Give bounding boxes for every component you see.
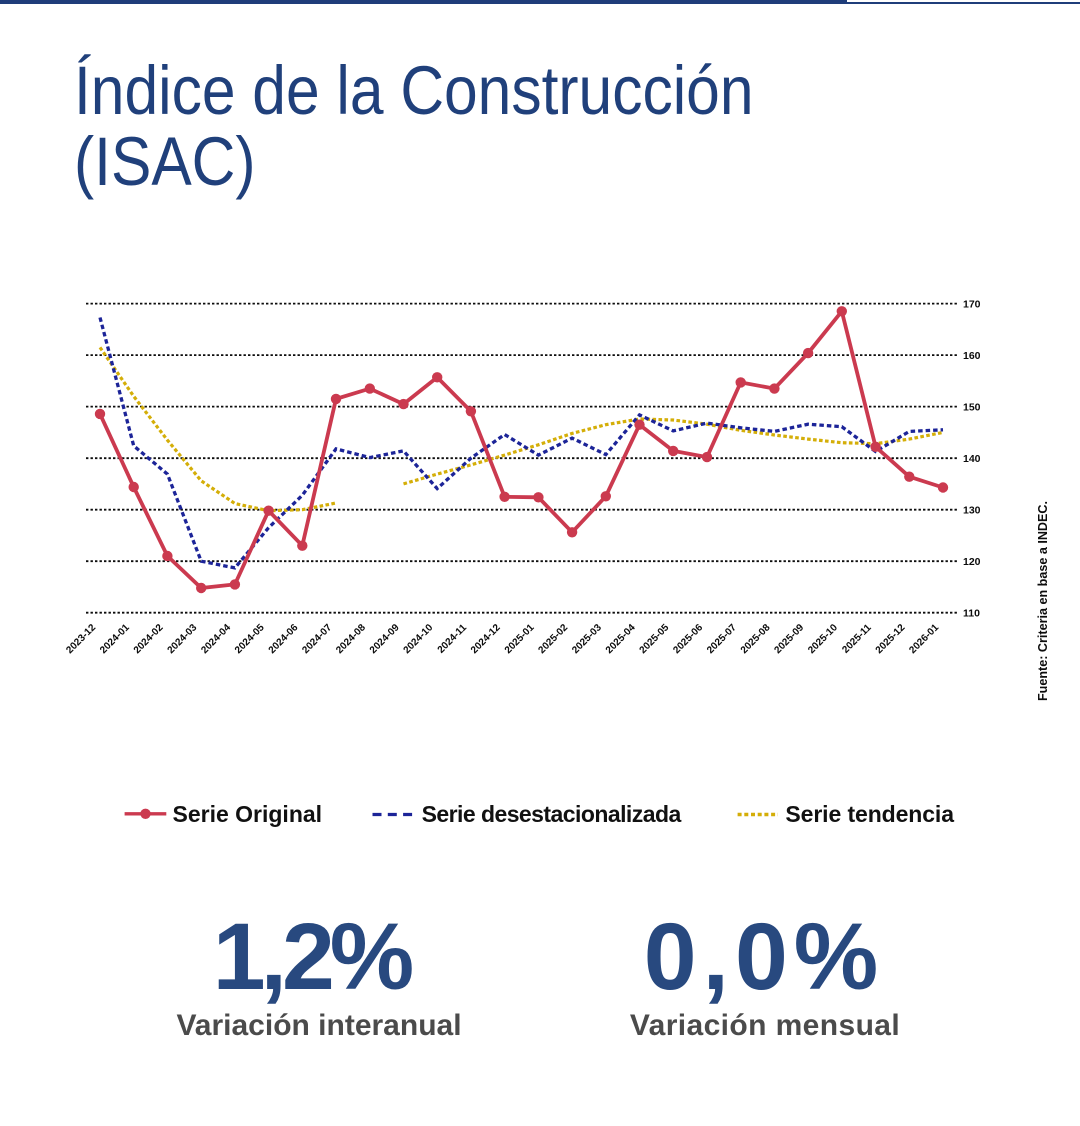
svg-text:2024-06: 2024-06 bbox=[267, 622, 301, 656]
svg-text:2024-02: 2024-02 bbox=[132, 622, 166, 656]
svg-text:2024-07: 2024-07 bbox=[300, 622, 334, 656]
svg-text:2025-09: 2025-09 bbox=[772, 622, 806, 656]
svg-text:2024-05: 2024-05 bbox=[233, 622, 267, 656]
svg-text:120: 120 bbox=[963, 556, 981, 568]
svg-text:140: 140 bbox=[963, 453, 981, 465]
svg-text:2025-02: 2025-02 bbox=[536, 622, 570, 656]
svg-text:2025-06: 2025-06 bbox=[671, 622, 705, 656]
svg-text:160: 160 bbox=[963, 350, 981, 362]
svg-text:2025-01: 2025-01 bbox=[503, 622, 537, 656]
svg-text:2024-09: 2024-09 bbox=[368, 622, 402, 656]
svg-text:170: 170 bbox=[963, 298, 981, 310]
svg-text:2024-01: 2024-01 bbox=[98, 622, 132, 656]
svg-text:2025-12: 2025-12 bbox=[874, 622, 908, 656]
svg-text:2025-11: 2025-11 bbox=[840, 622, 874, 656]
svg-text:2025-03: 2025-03 bbox=[570, 622, 604, 656]
svg-text:2024-04: 2024-04 bbox=[199, 622, 233, 656]
svg-text:2024-08: 2024-08 bbox=[334, 622, 368, 656]
svg-text:2023-12: 2023-12 bbox=[64, 622, 98, 656]
svg-text:2026-01: 2026-01 bbox=[907, 622, 941, 656]
svg-text:2024-12: 2024-12 bbox=[469, 622, 503, 656]
svg-text:150: 150 bbox=[963, 401, 981, 413]
svg-text:2024-03: 2024-03 bbox=[166, 622, 200, 656]
svg-text:Fuente: Criteria en base a IND: Fuente: Criteria en base a INDEC. bbox=[1036, 501, 1050, 701]
svg-text:2025-05: 2025-05 bbox=[638, 622, 672, 656]
svg-text:2025-10: 2025-10 bbox=[806, 622, 840, 656]
svg-text:2025-08: 2025-08 bbox=[739, 622, 773, 656]
svg-text:2024-10: 2024-10 bbox=[402, 622, 436, 656]
svg-text:2025-04: 2025-04 bbox=[604, 622, 638, 656]
svg-text:2025-07: 2025-07 bbox=[705, 622, 739, 656]
svg-text:130: 130 bbox=[963, 505, 981, 517]
svg-text:2024-11: 2024-11 bbox=[436, 622, 470, 656]
svg-text:110: 110 bbox=[963, 608, 980, 620]
